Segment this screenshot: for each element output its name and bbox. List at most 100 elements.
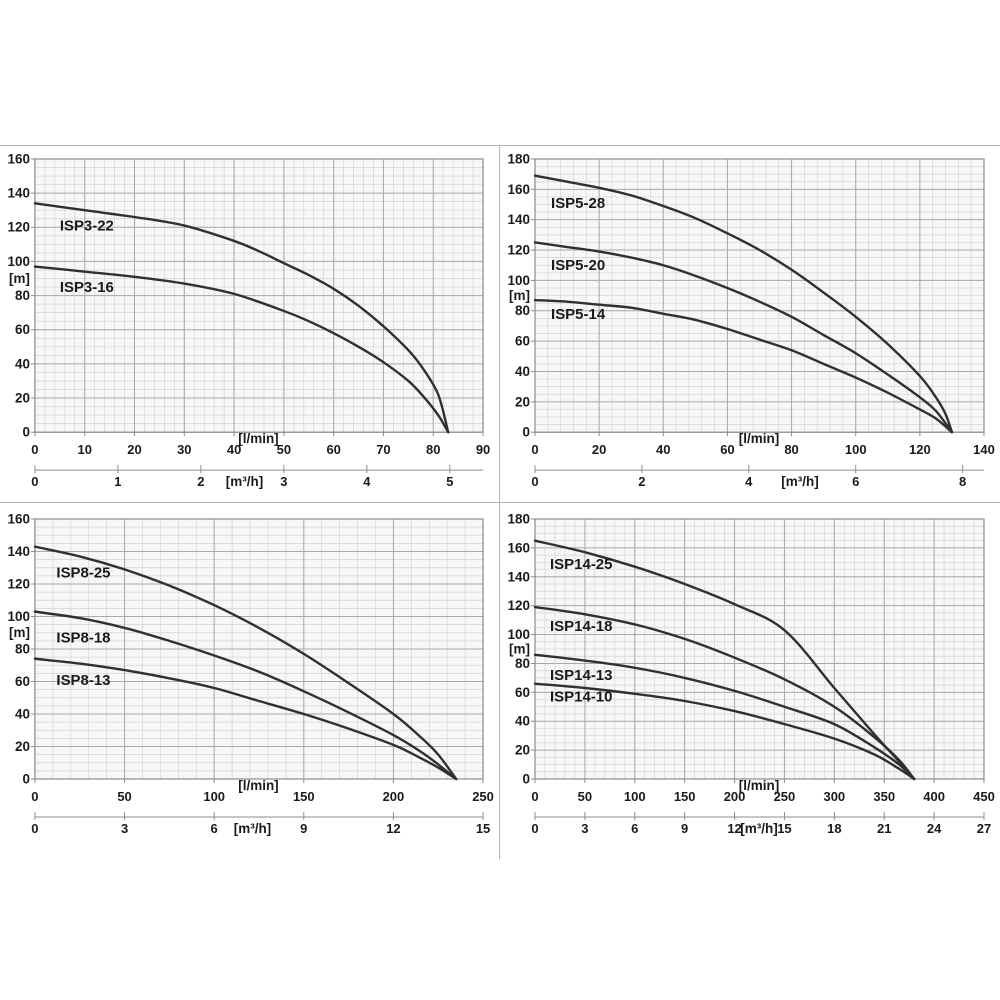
y-tick-label: 140 — [7, 186, 29, 201]
y-tick-label: 60 — [15, 322, 30, 337]
x-tick-label-lmin: 0 — [531, 442, 538, 457]
y-tick-label: 20 — [515, 394, 530, 409]
curve-label-ISP8-18: ISP8-18 — [56, 630, 110, 647]
x-tick-label-m3h: 5 — [446, 474, 453, 489]
x-tick-label-m3h: 6 — [211, 821, 218, 836]
x-tick-label-lmin: 250 — [774, 789, 796, 804]
y-tick-label: 80 — [515, 656, 530, 671]
y-tick-label: 60 — [515, 334, 530, 349]
x-tick-label-m3h: 27 — [977, 821, 991, 836]
x-tick-label-lmin: 40 — [227, 442, 241, 457]
x-tick-label-m3h: 3 — [280, 474, 287, 489]
y-tick-label: 60 — [15, 674, 30, 689]
y-tick-label: 40 — [515, 364, 530, 379]
curve-label-ISP3-22: ISP3-22 — [60, 218, 114, 235]
y-tick-label: 40 — [15, 356, 30, 371]
y-tick-label: 120 — [7, 220, 29, 235]
y-tick-label: 160 — [7, 151, 29, 166]
pump-curve-charts-board: 0 20 40 60 80 100 120 140 160 [m] 0 10 20 30 40 50 60 70 8… — [0, 145, 1000, 859]
x-tick-label-m3h: 21 — [877, 821, 891, 836]
curve-ISP5-28 — [533, 174, 954, 434]
x-tick-label-lmin: 150 — [293, 789, 315, 804]
curve-ISP8-18 — [33, 610, 458, 781]
plot-frame — [534, 158, 985, 433]
curve-label-ISP8-13: ISP8-13 — [56, 672, 110, 689]
x-tick-label-m3h: 15 — [777, 821, 791, 836]
curve-ISP14-18 — [533, 605, 916, 781]
x-tick-label-lmin: 250 — [472, 789, 494, 804]
curve-ISP3-16 — [33, 265, 450, 434]
y-tick-label: 0 — [522, 425, 530, 440]
y-tick-label: 60 — [515, 685, 530, 700]
curve-label-ISP14-18: ISP14-18 — [550, 618, 613, 635]
y-tick-label: 100 — [7, 609, 29, 624]
x-tick-label-m3h: 12 — [386, 821, 400, 836]
y-tick-label: 140 — [7, 544, 29, 559]
x-tick-label-lmin: 90 — [476, 442, 490, 457]
curve-label-ISP5-14: ISP5-14 — [551, 306, 606, 323]
y-tick-label: 80 — [15, 641, 30, 656]
x-tick-label-m3h: 9 — [300, 821, 307, 836]
y-tick-label: 160 — [507, 540, 530, 555]
plot-frame — [534, 518, 985, 780]
x-tick-label-lmin: 140 — [973, 442, 995, 457]
curve-label-ISP8-25: ISP8-25 — [56, 565, 110, 582]
x-tick-label-lmin: 10 — [78, 442, 92, 457]
x-tick-label-lmin: 100 — [624, 789, 646, 804]
x-tick-label-m3h: 8 — [959, 474, 966, 489]
curve-ISP8-13 — [33, 657, 458, 781]
y-tick-label: 120 — [507, 243, 530, 258]
x-tick-label-m3h: 9 — [681, 821, 688, 836]
x-tick-label-lmin: 60 — [720, 442, 734, 457]
x-axis-unit-lmin: [l/min] — [238, 431, 278, 446]
y-axis-unit-label: [m] — [509, 642, 530, 657]
x-tick-label-lmin: 0 — [31, 789, 38, 804]
x-tick-label-m3h: 0 — [531, 474, 538, 489]
x-tick-label-m3h: 15 — [476, 821, 490, 836]
x-tick-label-lmin: 80 — [784, 442, 798, 457]
x-tick-label-m3h: 6 — [631, 821, 638, 836]
curve-ISP5-20 — [533, 241, 954, 434]
x-tick-label-lmin: 60 — [326, 442, 340, 457]
x-tick-label-lmin: 50 — [578, 789, 592, 804]
x-tick-label-m3h: 1 — [114, 474, 121, 489]
x-tick-label-lmin: 150 — [674, 789, 696, 804]
x-tick-label-lmin: 350 — [873, 789, 895, 804]
y-tick-label: 100 — [507, 273, 530, 288]
y-axis-unit-label: [m] — [9, 625, 30, 640]
chart-panel-isp3: 0 20 40 60 80 100 120 140 160 [m] 0 10 20 30 40 50 60 70 8… — [0, 146, 500, 503]
x-tick-label-m3h: 12 — [727, 821, 741, 836]
y-tick-label: 120 — [507, 598, 530, 613]
curve-ISP14-10 — [533, 682, 916, 781]
x-tick-label-lmin: 200 — [724, 789, 746, 804]
curve-label-ISP14-25: ISP14-25 — [550, 556, 613, 573]
y-tick-label: 20 — [15, 739, 30, 754]
y-tick-label: 0 — [522, 772, 530, 787]
x-axis-unit-m3h: [m³/h] — [234, 821, 271, 836]
y-tick-label: 140 — [507, 212, 530, 227]
y-tick-label: 160 — [7, 511, 29, 526]
x-tick-label-m3h: 2 — [638, 474, 645, 489]
y-tick-label: 20 — [515, 743, 530, 758]
curve-label-ISP14-13: ISP14-13 — [550, 667, 613, 684]
x-tick-label-lmin: 50 — [117, 789, 131, 804]
y-tick-label: 180 — [507, 512, 530, 527]
y-tick-label: 140 — [507, 569, 530, 584]
curve-ISP3-22 — [33, 202, 450, 434]
chart-panel-isp14: 0 20 40 60 80 100 120 140 160 180 [m] 0 50 100 150 200 2… — [500, 503, 1000, 859]
x-tick-label-lmin: 70 — [376, 442, 390, 457]
x-tick-label-lmin: 0 — [31, 442, 38, 457]
y-tick-label: 0 — [22, 425, 29, 440]
curve-label-ISP5-20: ISP5-20 — [551, 257, 605, 274]
x-axis-unit-m3h: [m³/h] — [781, 474, 818, 489]
y-tick-label: 80 — [15, 288, 30, 303]
curve-label-ISP5-28: ISP5-28 — [551, 195, 605, 212]
x-tick-label-m3h: 6 — [852, 474, 859, 489]
x-axis-unit-lmin: [l/min] — [739, 431, 779, 446]
y-axis-unit-label: [m] — [9, 271, 30, 286]
y-tick-label: 20 — [15, 391, 30, 406]
